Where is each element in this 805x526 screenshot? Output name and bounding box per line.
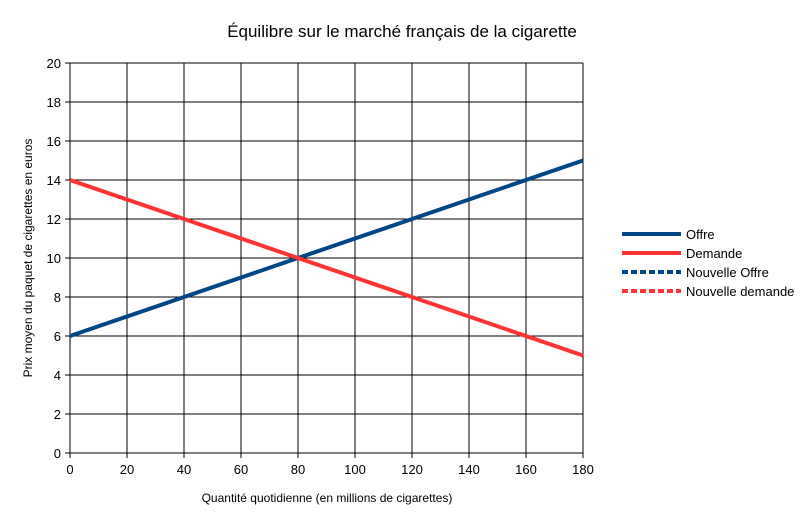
y-axis-ticks: 0 2 4 6 8 10 12 14 16 18 20 [47,56,61,461]
legend-label-1: Offre [686,227,715,242]
y-tick-label: 10 [47,251,61,266]
legend-label-3: Nouvelle Offre [686,265,769,280]
y-tick-label: 2 [54,407,61,422]
x-tick-label: 120 [401,462,423,477]
x-axis-ticks: 0 20 40 60 80 100 120 140 160 180 [66,462,593,477]
x-tick-label: 180 [572,462,594,477]
series-layer [69,158,584,358]
y-axis-label: Prix moyen du paquet de cigarettes en eu… [21,139,35,378]
legend-label-2: Demande [686,246,742,261]
x-tick-label: 80 [291,462,305,477]
x-axis-label: Quantité quotidienne (en millions de cig… [202,491,453,505]
y-tick-label: 12 [47,212,61,227]
series-line-1 [69,158,584,338]
legend: Offre Demande Nouvelle Offre Nouvelle deman… [622,227,794,299]
y-tick-label: 4 [54,368,61,383]
chart-title: Équilibre sur le marché français de la c… [227,22,577,41]
y-tick-label: 18 [47,95,61,110]
y-tick-label: 0 [54,446,61,461]
x-tick-label: 0 [66,462,73,477]
x-tick-label: 40 [177,462,191,477]
x-tick-label: 20 [120,462,134,477]
grid [65,62,584,458]
y-tick-label: 16 [47,134,61,149]
y-tick-label: 8 [54,290,61,305]
x-tick-label: 100 [344,462,366,477]
x-tick-label: 160 [515,462,537,477]
y-tick-label: 6 [54,329,61,344]
x-tick-label: 60 [234,462,248,477]
y-tick-label: 20 [47,56,61,71]
y-tick-label: 14 [47,173,61,188]
series-line-2 [69,178,584,358]
legend-label-4: Nouvelle demande [686,284,794,299]
x-tick-label: 140 [458,462,480,477]
